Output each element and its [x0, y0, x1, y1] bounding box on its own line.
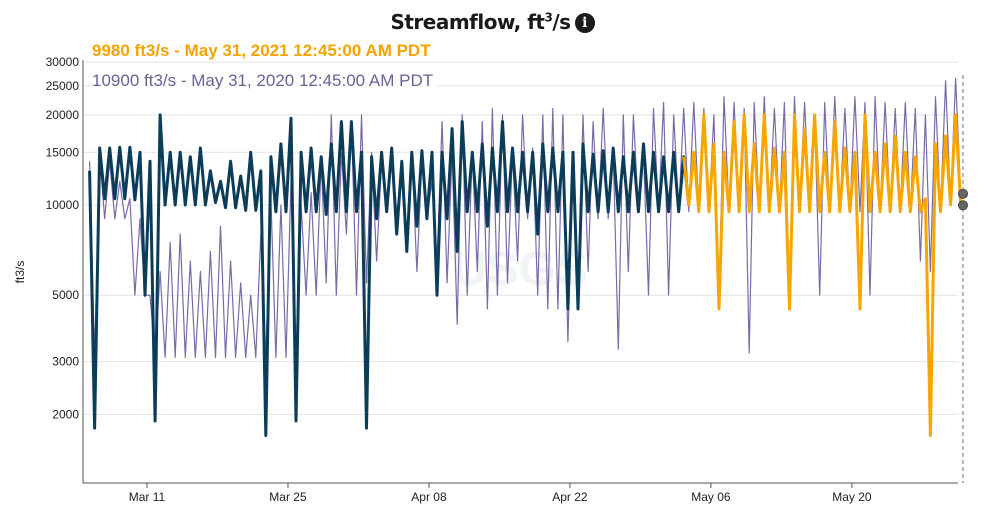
- x-tick-label: Mar 25: [269, 490, 307, 504]
- y-axis-label: ft3/s: [13, 261, 27, 284]
- hover-point-current: [957, 200, 968, 211]
- y-tick-label: 15000: [46, 145, 80, 159]
- series-line-previous_year: [89, 77, 963, 358]
- x-tick-label: May 20: [832, 490, 872, 504]
- series-line-current_provisional: [682, 113, 963, 437]
- tooltip-current-year: 9980 ft3/s - May 31, 2021 12:45:00 AM PD…: [92, 41, 435, 61]
- x-tick-label: Mar 11: [129, 490, 166, 504]
- title-text: Streamflow, ft: [390, 10, 545, 34]
- y-tick-label: 2000: [52, 407, 79, 421]
- hover-point-previous: [957, 188, 968, 199]
- x-tick-label: May 06: [691, 490, 731, 504]
- series-line-current_approved: [88, 113, 691, 437]
- y-tick-label: 25000: [46, 79, 80, 93]
- x-tick-label: Apr 22: [552, 490, 588, 504]
- title-suffix: /s: [552, 10, 571, 34]
- y-tick-label: 30000: [46, 55, 80, 69]
- chart-title: Streamflow, ft3/s i: [0, 10, 985, 34]
- x-tick-label: Apr 08: [411, 490, 447, 504]
- info-circle-icon[interactable]: i: [574, 13, 595, 33]
- y-tick-label: 10000: [46, 198, 80, 212]
- y-tick-label: 3000: [52, 355, 79, 369]
- y-tick-label: 20000: [46, 108, 80, 122]
- tooltip-previous-year: 10900 ft3/s - May 31, 2020 12:45:00 AM P…: [92, 71, 438, 91]
- title-superscript: 3: [544, 10, 553, 25]
- y-tick-label: 5000: [52, 288, 79, 302]
